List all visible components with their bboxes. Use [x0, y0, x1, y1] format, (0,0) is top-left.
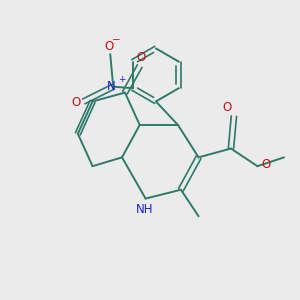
Text: N: N: [107, 80, 116, 93]
Text: O: O: [136, 51, 146, 64]
Text: NH: NH: [136, 203, 154, 216]
Text: −: −: [112, 35, 121, 45]
Text: +: +: [118, 75, 125, 84]
Text: O: O: [261, 158, 270, 171]
Text: O: O: [71, 96, 80, 110]
Text: O: O: [104, 40, 113, 52]
Text: O: O: [223, 101, 232, 114]
